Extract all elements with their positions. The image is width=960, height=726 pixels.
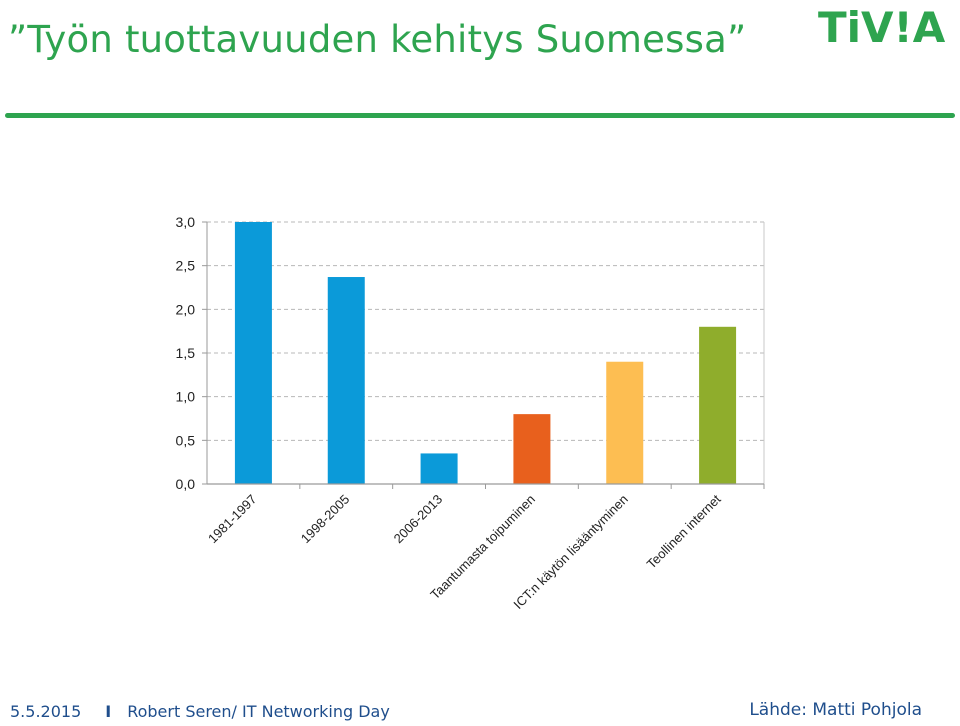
bar — [513, 414, 551, 484]
y-tick-label: 0,0 — [176, 476, 196, 492]
bar-chart: 0,0 0,5 1,0 1,5 2,0 2,5 3,0 1981-1997 1998-2005… — [176, 214, 765, 612]
bar — [420, 453, 458, 484]
bar — [699, 326, 737, 484]
x-category-label: 2006-2013 — [391, 492, 446, 547]
bar — [234, 222, 272, 484]
footer-date: 5.5.2015 — [10, 702, 82, 721]
x-category-label: Taantumasta toipuminen — [427, 492, 538, 603]
title-divider — [5, 113, 955, 118]
y-tick-label: 1,0 — [176, 389, 196, 405]
y-tick-label: 1,5 — [176, 345, 196, 361]
y-tick-label: 0,5 — [176, 432, 196, 448]
tivia-logo: TiV!A — [818, 3, 946, 50]
x-category-label: Teollinen internet — [644, 491, 724, 571]
y-axis-tick-labels: 0,0 0,5 1,0 1,5 2,0 2,5 3,0 — [176, 214, 196, 492]
y-tick-label: 2,0 — [176, 301, 196, 317]
footer-source: Lähde: Matti Pohjola — [749, 700, 922, 720]
chart-axes — [202, 221, 765, 489]
y-tick-label: 2,5 — [176, 258, 196, 274]
slide-title: ”Työn tuottavuuden kehitys Suomessa” — [8, 18, 747, 61]
footer-presenter: Robert Seren/ IT Networking Day — [127, 702, 390, 721]
logo-text: TiV!A — [818, 3, 946, 50]
chart-bars — [234, 222, 737, 484]
bar — [327, 277, 365, 484]
x-category-label: 1981-1997 — [205, 492, 260, 547]
bar — [606, 361, 644, 484]
footer-left: 5.5.2015 I Robert Seren/ IT Networking Day — [10, 702, 390, 721]
chart-gridlines — [207, 221, 764, 441]
x-category-label: 1998-2005 — [298, 492, 353, 547]
y-tick-label: 3,0 — [176, 214, 196, 230]
footer-separator: I — [105, 702, 112, 721]
